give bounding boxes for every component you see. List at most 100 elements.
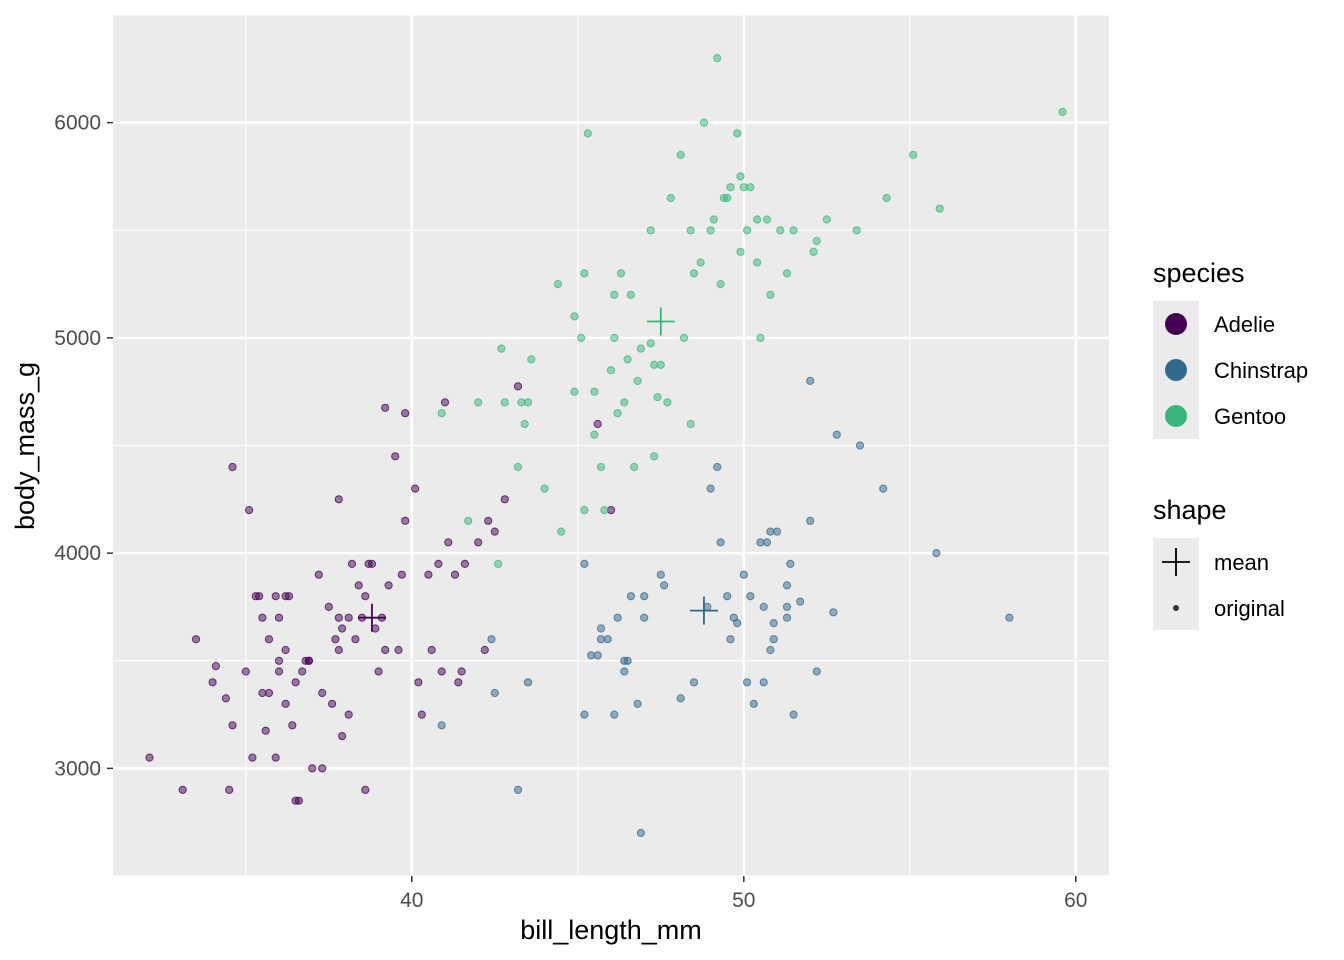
legend-key-gentoo <box>1165 405 1187 427</box>
point-adelie <box>298 667 307 676</box>
point-gentoo <box>646 339 655 348</box>
point-chinstrap <box>626 592 636 601</box>
point-adelie <box>208 678 217 687</box>
point-chinstrap <box>689 678 699 687</box>
point-adelie <box>331 635 340 644</box>
point-adelie <box>318 764 327 773</box>
point-gentoo <box>753 258 762 267</box>
point-chinstrap <box>523 678 533 687</box>
point-chinstrap <box>640 592 649 601</box>
point-gentoo <box>633 376 642 385</box>
point-gentoo <box>709 215 719 224</box>
point-adelie <box>304 656 313 665</box>
legend-key-adelie <box>1165 313 1187 335</box>
axes: 40 50 60 3000 4000 5000 6000 <box>54 112 1087 912</box>
point-gentoo <box>500 398 509 407</box>
point-chinstrap <box>832 430 841 439</box>
point-adelie <box>454 678 463 687</box>
point-adelie <box>437 667 446 676</box>
point-adelie <box>397 570 406 579</box>
point-chinstrap <box>623 656 632 665</box>
point-gentoo <box>706 226 715 235</box>
point-adelie <box>264 688 274 698</box>
point-adelie <box>274 613 284 622</box>
point-adelie <box>281 645 290 655</box>
point-chinstrap <box>706 484 715 493</box>
point-adelie <box>354 581 363 590</box>
point-gentoo <box>583 129 592 138</box>
point-chinstrap <box>759 678 768 687</box>
point-adelie <box>284 592 294 601</box>
point-chinstrap <box>656 570 665 579</box>
y-tick-label: 6000 <box>54 112 101 135</box>
point-adelie <box>450 570 460 579</box>
point-chinstrap <box>596 624 606 633</box>
legend-label-mean: mean <box>1214 550 1269 575</box>
point-adelie <box>261 726 270 735</box>
point-gentoo <box>716 280 725 289</box>
point-adelie <box>434 559 443 569</box>
point-chinstrap <box>620 667 629 676</box>
point-adelie <box>384 581 393 590</box>
point-gentoo <box>646 226 655 235</box>
point-adelie <box>344 710 353 719</box>
point-chinstrap <box>716 538 725 547</box>
point-gentoo <box>474 398 483 407</box>
point-chinstrap <box>739 570 748 579</box>
point-adelie <box>145 753 154 762</box>
point-gentoo <box>713 54 722 63</box>
point-adelie <box>191 635 201 644</box>
point-gentoo <box>620 398 629 407</box>
point-adelie <box>347 559 357 569</box>
point-adelie <box>351 635 360 644</box>
point-gentoo <box>580 269 589 278</box>
point-adelie <box>225 785 234 795</box>
point-chinstrap <box>855 441 865 450</box>
point-gentoo <box>616 269 626 278</box>
point-chinstrap <box>437 721 446 730</box>
point-chinstrap <box>759 602 768 612</box>
point-chinstrap <box>726 635 735 644</box>
point-gentoo <box>600 506 609 515</box>
point-adelie <box>334 613 343 622</box>
point-gentoo <box>570 387 579 396</box>
mean-chinstrap <box>689 596 718 625</box>
point-gentoo <box>580 506 589 515</box>
mean-adelie <box>357 603 386 632</box>
point-chinstrap <box>932 549 941 558</box>
mean-markers <box>357 307 718 632</box>
point-adelie <box>241 667 250 676</box>
data-points <box>145 54 1067 838</box>
point-gentoo <box>666 193 675 203</box>
point-gentoo <box>736 172 745 181</box>
point-gentoo <box>812 236 821 246</box>
point-chinstrap <box>746 592 755 601</box>
point-chinstrap <box>487 635 496 644</box>
point-gentoo <box>577 333 586 342</box>
legend-species-title: species <box>1153 258 1245 288</box>
point-chinstrap <box>766 645 775 655</box>
point-gentoo <box>636 344 646 353</box>
legend-key-chinstrap <box>1165 359 1187 381</box>
point-gentoo <box>746 183 755 192</box>
point-adelie <box>381 645 390 655</box>
point-chinstrap <box>769 619 778 628</box>
point-chinstrap <box>596 635 606 644</box>
point-chinstrap <box>829 608 838 617</box>
point-gentoo <box>653 393 662 402</box>
point-adelie <box>344 613 353 622</box>
legend-label-gentoo: Gentoo <box>1214 404 1286 429</box>
point-gentoo <box>494 559 503 569</box>
y-tick-label: 3000 <box>54 757 101 780</box>
point-gentoo <box>650 452 659 461</box>
point-chinstrap <box>749 699 758 708</box>
point-chinstrap <box>593 651 602 660</box>
point-gentoo <box>699 118 709 127</box>
point-gentoo <box>782 269 792 278</box>
point-gentoo <box>723 193 732 203</box>
point-adelie <box>258 613 267 622</box>
point-gentoo <box>753 215 762 224</box>
point-gentoo <box>613 409 622 418</box>
point-chinstrap <box>490 688 499 698</box>
